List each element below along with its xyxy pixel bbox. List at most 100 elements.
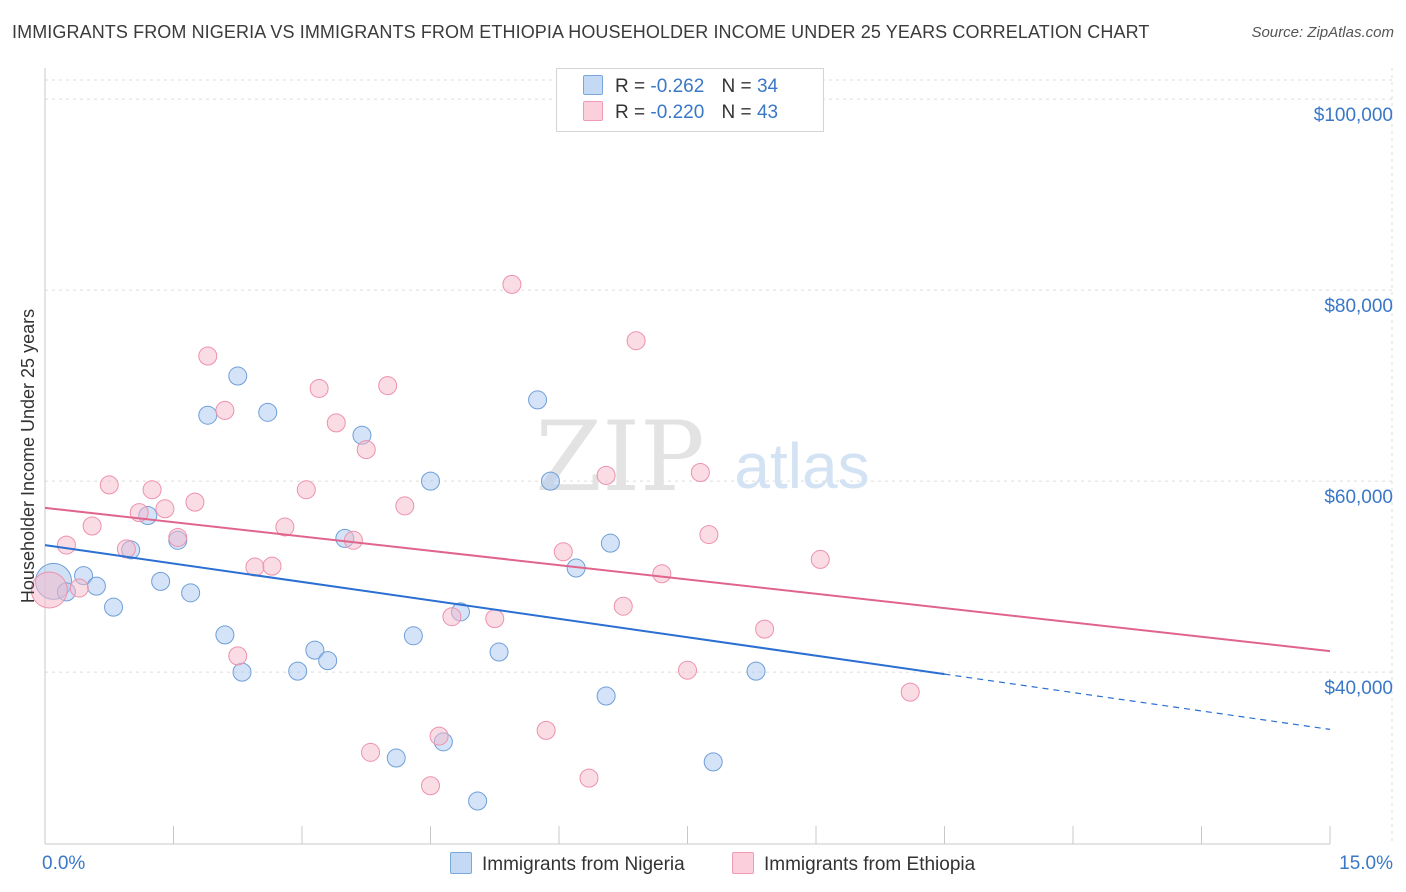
ethiopia-point <box>275 517 295 537</box>
ethiopia-point <box>596 465 616 485</box>
nigeria-trend-line-extension <box>944 673 1331 730</box>
ethiopia-point <box>442 607 462 627</box>
nigeria-point <box>86 576 106 596</box>
nigeria-point <box>198 405 218 425</box>
legend-r-value: -0.262 <box>650 76 705 97</box>
nigeria-point <box>468 791 488 811</box>
nigeria-point <box>215 625 235 645</box>
x-tick-label-min: 0.0% <box>42 853 85 874</box>
ethiopia-point <box>536 720 556 740</box>
series-legend-nigeria: Immigrants from Nigeria <box>450 852 685 876</box>
ethiopia-point <box>198 346 218 366</box>
nigeria-point <box>305 640 325 660</box>
ethiopia-point <box>82 516 102 536</box>
ethiopia-point <box>228 646 248 666</box>
axes <box>44 68 1331 845</box>
series-swatch-ethiopia <box>732 852 754 874</box>
legend-row-nigeria: R = -0.262 N = 34 <box>583 75 778 101</box>
nigeria-point <box>288 661 308 681</box>
series-legend-ethiopia: Immigrants from Ethiopia <box>732 852 975 876</box>
nigeria-point <box>600 533 620 553</box>
ethiopia-point <box>485 609 505 629</box>
legend-n-label: N = <box>721 76 752 97</box>
nigeria-point <box>181 583 201 603</box>
stats-legend: R = -0.262 N = 34 R = -0.220 N = 43 <box>556 68 824 132</box>
nigeria-point <box>104 597 124 617</box>
x-tick-label-max: 15.0% <box>1339 853 1393 874</box>
axis-labels: $40,000 $60,000 $80,000 $100,000 0.0% 15.0% Ho… <box>18 105 1393 874</box>
ethiopia-point <box>99 475 119 495</box>
nigeria-trend-line <box>44 544 945 676</box>
chart-title: IMMIGRANTS FROM NIGERIA VS IMMIGRANTS FR… <box>12 22 1150 42</box>
ethiopia-point <box>296 480 316 500</box>
source-label: Source: ZipAtlas.com <box>1251 24 1394 41</box>
ethiopia-point <box>810 549 830 569</box>
legend-r-label: R = <box>615 102 646 123</box>
ethiopia-point <box>502 274 522 294</box>
nigeria-point <box>528 390 548 410</box>
ethiopia-point <box>215 400 235 420</box>
nigeria-point <box>746 661 766 681</box>
ethiopia-point <box>326 413 346 433</box>
ethiopia-point <box>579 768 599 788</box>
nigeria-point <box>540 471 560 491</box>
ethiopia-point <box>652 564 672 584</box>
ethiopia-point <box>69 578 89 598</box>
ethiopia-trend-line <box>44 506 1331 653</box>
ethiopia-point <box>395 496 415 516</box>
watermark-zip: ZIP <box>535 401 704 513</box>
data-points <box>30 274 920 811</box>
y-axis-title: Householder Income Under 25 years <box>18 309 38 603</box>
watermark: ZIP atlas <box>535 401 869 513</box>
watermark-atlas: atlas <box>734 430 869 502</box>
ethiopia-point <box>755 619 775 639</box>
ethiopia-point <box>690 463 710 483</box>
ethiopia-point <box>699 525 719 545</box>
nigeria-point <box>596 686 616 706</box>
trend-lines <box>44 506 1331 730</box>
nigeria-point <box>386 748 406 768</box>
ethiopia-point <box>262 556 282 576</box>
ethiopia-point <box>30 571 68 609</box>
ethiopia-point <box>155 499 175 519</box>
ethiopia-point <box>185 492 205 512</box>
legend-n-value: 43 <box>756 102 779 123</box>
series-label-nigeria: Immigrants from Nigeria <box>482 854 685 875</box>
nigeria-point <box>228 366 248 386</box>
ethiopia-point <box>356 440 376 460</box>
ethiopia-point <box>378 376 398 396</box>
ethiopia-point <box>421 776 440 796</box>
series-swatch-nigeria <box>450 852 472 874</box>
y-tick-label: $80,000 <box>1324 296 1393 317</box>
legend-r-value: -0.220 <box>650 102 705 123</box>
ethiopia-point <box>361 742 381 762</box>
ethiopia-point <box>613 596 633 616</box>
ethiopia-point <box>168 527 188 547</box>
ethiopia-point <box>116 539 136 559</box>
y-tick-label: $100,000 <box>1314 105 1393 126</box>
y-tick-label: $40,000 <box>1324 678 1393 699</box>
legend-swatch-nigeria <box>583 75 603 95</box>
legend-n-label: N = <box>721 102 752 123</box>
nigeria-point <box>258 402 278 422</box>
ethiopia-point <box>429 726 449 746</box>
legend-row-ethiopia: R = -0.220 N = 43 <box>583 101 778 127</box>
ethiopia-point <box>678 660 697 680</box>
nigeria-point <box>151 571 171 591</box>
nigeria-point <box>403 626 423 646</box>
series-label-ethiopia: Immigrants from Ethiopia <box>764 854 976 875</box>
ethiopia-point <box>553 542 573 562</box>
nigeria-point <box>232 662 252 682</box>
legend-r-label: R = <box>615 76 646 97</box>
ethiopia-point <box>142 480 162 500</box>
ethiopia-point <box>309 378 329 398</box>
nigeria-point <box>703 752 723 772</box>
nigeria-point <box>421 471 440 491</box>
legend-swatch-ethiopia <box>583 101 603 121</box>
legend-n-value: 34 <box>756 76 779 97</box>
nigeria-point <box>318 651 338 671</box>
nigeria-point <box>489 642 509 662</box>
grid-lines <box>45 68 1393 844</box>
ethiopia-point <box>900 682 920 702</box>
